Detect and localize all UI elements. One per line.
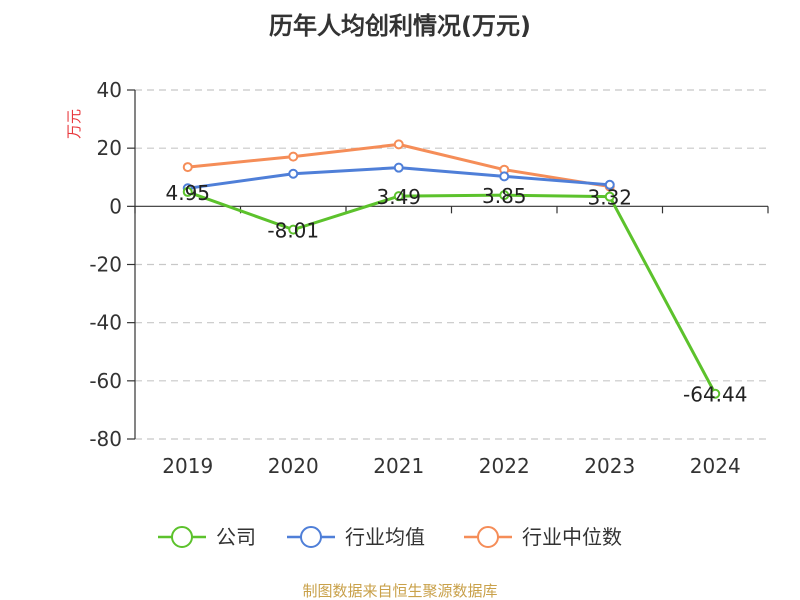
data-label: 3.85 [482, 184, 527, 208]
grid-lines [135, 89, 768, 440]
legend-label: 行业均值 [345, 525, 425, 549]
y-tick-label: -20 [89, 253, 122, 277]
x-tick-label: 2022 [479, 454, 530, 478]
y-tick-label: -60 [89, 369, 122, 393]
series-layer [182, 139, 721, 399]
chart-title: 历年人均创利情况(万元) [269, 12, 531, 40]
legend-marker [171, 526, 193, 548]
series-line [187, 190, 717, 395]
y-tick-label: 20 [97, 136, 122, 160]
y-tick-label: 0 [109, 194, 122, 218]
data-point [182, 186, 193, 197]
data-point [604, 191, 615, 202]
axes: 40 20 0 -20 -40 -60 -80 2019 2020 2021 2022 2023 202… [89, 78, 769, 478]
y-tick-label: -80 [89, 427, 122, 451]
data-label: 4.95 [165, 181, 210, 205]
data-point [288, 224, 299, 235]
data-point [393, 162, 404, 173]
y-tick-label: -40 [89, 311, 122, 335]
legend-marker [477, 526, 499, 548]
data-point [710, 388, 721, 399]
data-point [393, 139, 404, 150]
data-labels: 4.95 -8.01 3.49 3.85 3.32 -64.44 [165, 181, 747, 407]
data-label: 3.49 [376, 185, 421, 209]
legend-label: 行业中位数 [522, 525, 622, 549]
data-point [393, 191, 404, 202]
data-point [288, 168, 299, 179]
data-point [288, 151, 299, 162]
y-axis-unit: 万元 [65, 109, 83, 139]
data-point [604, 179, 615, 190]
x-tick-label: 2020 [268, 454, 319, 478]
data-label: -8.01 [267, 219, 319, 243]
legend-marker [300, 526, 322, 548]
legend: 公司 行业均值 行业中位数 [158, 525, 622, 549]
legend-label: 公司 [216, 525, 256, 549]
y-tick-label: 40 [97, 78, 122, 102]
data-label: 3.32 [587, 186, 632, 210]
x-tick-label: 2021 [373, 454, 424, 478]
x-tick-label: 2019 [162, 454, 213, 478]
x-tick-label: 2024 [690, 454, 741, 478]
data-point [182, 162, 193, 173]
source-note: 制图数据来自恒生聚源数据库 [302, 582, 497, 600]
data-point [499, 190, 510, 201]
x-tick-label: 2023 [584, 454, 635, 478]
data-label: -64.44 [683, 383, 747, 407]
data-point [499, 171, 510, 182]
